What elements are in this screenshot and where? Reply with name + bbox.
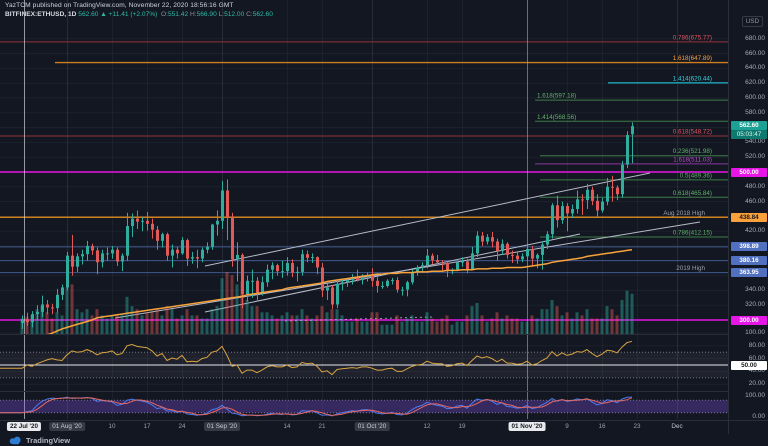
price-tick-label: 660.00 bbox=[745, 49, 765, 57]
vertical-lines bbox=[24, 0, 528, 419]
time-label: 10 bbox=[108, 423, 116, 430]
price-level-chip: 300.00 bbox=[731, 315, 767, 325]
svg-text:0.786(675.77): 0.786(675.77) bbox=[673, 34, 712, 41]
tradingview-brand[interactable]: TradingView bbox=[26, 435, 71, 445]
price-tick-label: 340.00 bbox=[745, 286, 765, 294]
rsi-tick-label: 60.00 bbox=[748, 354, 765, 362]
svg-text:1.414(620.44): 1.414(620.44) bbox=[673, 75, 712, 82]
time-label: 01 Aug '20 bbox=[49, 422, 85, 431]
tradingview-logo-icon[interactable] bbox=[9, 436, 22, 445]
price-axis[interactable]: USD 680.00 660.00 640.00 620.00 600.00 580.00… bbox=[728, 0, 768, 420]
rsi-level-chip: 50.00 bbox=[731, 360, 767, 370]
stoch-d-line bbox=[0, 397, 633, 416]
svg-text:1.414(568.56): 1.414(568.56) bbox=[537, 114, 576, 121]
countdown-chip: 05:03:47 bbox=[731, 130, 767, 140]
rsi-tick-label: 40.00 bbox=[748, 367, 765, 375]
price-tick-label: 460.00 bbox=[745, 197, 765, 205]
footer-bar: TradingView bbox=[0, 434, 768, 446]
time-axis[interactable]: 22 Jul '20 01 Aug '20 10 17 24 01 Sep '20 14 21… bbox=[0, 420, 728, 435]
price-tick-label: 520.00 bbox=[745, 153, 765, 161]
price-tick-label: 620.00 bbox=[745, 79, 765, 87]
price-tick-label: 320.00 bbox=[745, 301, 765, 309]
price-tick-label: 680.00 bbox=[745, 34, 765, 42]
price-tick-label: 580.00 bbox=[745, 108, 765, 116]
time-label: 21 bbox=[318, 423, 326, 430]
time-label: 17 bbox=[143, 423, 151, 430]
time-label: 01 Sep '20 bbox=[204, 422, 240, 431]
candlestick-series bbox=[21, 122, 634, 329]
rsi-pane bbox=[0, 340, 728, 379]
time-label: 9 bbox=[565, 423, 569, 430]
time-label: 12 bbox=[423, 423, 431, 430]
svg-text:1.618(597.18): 1.618(597.18) bbox=[537, 93, 576, 100]
ma-line bbox=[47, 248, 633, 334]
price-level-chip: 562.60 bbox=[731, 121, 767, 131]
rsi-tick-label: 20.00 bbox=[748, 380, 765, 388]
svg-text:2019 High: 2019 High bbox=[676, 265, 705, 272]
time-label: 24 bbox=[178, 423, 186, 430]
chart-canvas[interactable]: 0.786(675.77) 1.618(647.89) 1.414(620.44) 1… bbox=[0, 0, 728, 420]
time-label: 14 bbox=[283, 423, 291, 430]
time-label: 16 bbox=[598, 423, 606, 430]
fib-level-labels: 0.786(675.77) 1.618(647.89) 1.414(620.44) 1… bbox=[537, 34, 712, 272]
stoch-tick-label: 0.00 bbox=[752, 413, 765, 420]
currency-label: USD bbox=[741, 16, 763, 27]
time-label: 01 Nov '20 bbox=[508, 422, 546, 431]
price-tick-label: 420.00 bbox=[745, 227, 765, 235]
svg-text:1.618(647.89): 1.618(647.89) bbox=[673, 55, 712, 62]
svg-text:Aug 2018 High: Aug 2018 High bbox=[663, 210, 705, 217]
price-level-chip: 398.89 bbox=[731, 242, 767, 252]
price-level-chip: 363.95 bbox=[731, 268, 767, 278]
price-tick-label: 600.00 bbox=[745, 94, 765, 101]
stoch-tick-label: 100.00 bbox=[745, 392, 765, 399]
svg-text:0.618(465.84): 0.618(465.84) bbox=[673, 190, 712, 197]
time-label: Dec bbox=[671, 423, 683, 430]
price-tick-label: 480.00 bbox=[745, 182, 765, 190]
price-level-chip: 500.00 bbox=[731, 167, 767, 177]
rsi-tick-label: 80.00 bbox=[748, 341, 765, 349]
svg-text:0.5(489.36): 0.5(489.36) bbox=[680, 172, 712, 179]
time-label: 19 bbox=[458, 423, 466, 430]
price-level-chip: 380.16 bbox=[731, 256, 767, 266]
time-label: 01 Oct '20 bbox=[354, 422, 390, 431]
time-label: 22 Jul '20 bbox=[6, 422, 42, 431]
svg-text:0.236(521.98): 0.236(521.98) bbox=[673, 148, 712, 155]
price-tick-label: 540.00 bbox=[745, 138, 765, 146]
time-label: 23 bbox=[633, 423, 641, 430]
svg-text:1.618(511.03): 1.618(511.03) bbox=[673, 156, 712, 163]
stoch-pane bbox=[0, 396, 728, 417]
rsi-tick-label: 100.00 bbox=[745, 329, 765, 336]
svg-text:0.618(548.72): 0.618(548.72) bbox=[673, 128, 712, 135]
rsi-line bbox=[0, 340, 633, 376]
svg-text:0.786(412.15): 0.786(412.15) bbox=[673, 230, 712, 237]
fib-level-lines bbox=[0, 41, 728, 321]
axis-corner bbox=[728, 420, 768, 435]
price-tick-label: 640.00 bbox=[745, 64, 765, 72]
price-level-chip: 438.84 bbox=[731, 212, 767, 222]
